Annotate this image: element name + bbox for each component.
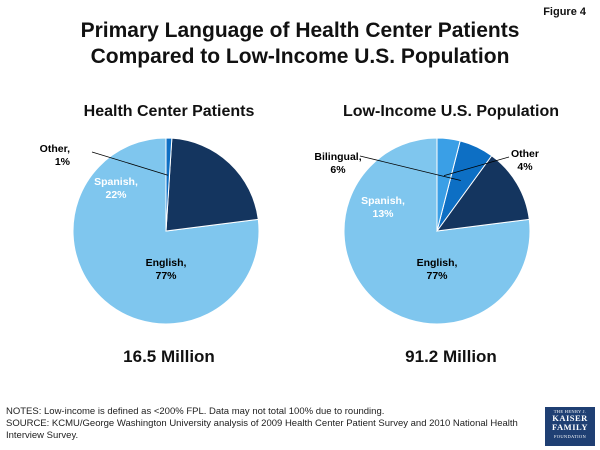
pie-slice-spanish-1 xyxy=(435,155,530,232)
slice-label-english-1: English, 77% xyxy=(417,257,458,282)
notes-line: NOTES: Low-income is defined as <200% FP… xyxy=(6,406,385,417)
title-line-2: Compared to Low-Income U.S. Population xyxy=(90,45,510,68)
source-line: SOURCE: KCMU/George Washington Universit… xyxy=(6,418,518,441)
logo-line-4: FOUNDATION xyxy=(554,434,586,439)
pie-slice-other-1 xyxy=(436,137,461,232)
total-low-income: 91.2 Million xyxy=(405,347,497,366)
slice-label-other-1: Other 4% xyxy=(511,148,539,173)
logo-line-2: KAISER xyxy=(552,413,588,423)
figure-label: Figure 4 xyxy=(543,6,586,18)
leader-line-bilingual-1 xyxy=(359,155,461,181)
slice-label-english-0: English, 77% xyxy=(146,257,187,282)
total-health-center: 16.5 Million xyxy=(123,347,215,366)
logo-line-1: THE HENRY J. xyxy=(553,409,587,414)
slice-label-bilingual-1: Bilingual, 6% xyxy=(314,151,361,176)
chart-title-health-center: Health Center Patients xyxy=(83,103,255,120)
pie-slice-spanish-0 xyxy=(165,137,259,232)
title-line-1: Primary Language of Health Center Patien… xyxy=(80,19,520,42)
slice-label-spanish-1: Spanish, 13% xyxy=(361,195,405,220)
kaiser-family-foundation-logo: THE HENRY J. KAISER FAMILY FOUNDATION xyxy=(545,407,595,446)
notes: NOTES: Low-income is defined as <200% FP… xyxy=(6,406,526,442)
logo-line-3: FAMILY xyxy=(551,422,589,432)
chart-title-low-income: Low-Income U.S. Population xyxy=(343,103,559,120)
page-title: Primary Language of Health Center Patien… xyxy=(0,18,600,70)
pie-slice-other-0 xyxy=(165,137,173,232)
leader-line-other-0 xyxy=(91,151,168,176)
slice-label-spanish-0: Spanish, 22% xyxy=(94,176,138,201)
leader-line-other-1 xyxy=(443,156,510,176)
slice-label-other-0: Other, 1% xyxy=(40,143,71,168)
